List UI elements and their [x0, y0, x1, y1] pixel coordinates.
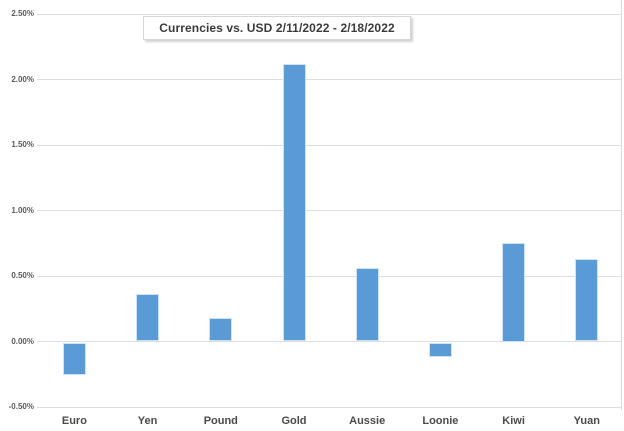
x-label-euro: Euro — [61, 415, 87, 427]
y-tick-label: 0.00% — [11, 336, 34, 346]
y-tick-label: 2.50% — [11, 9, 34, 18]
x-label-pound: Pound — [203, 415, 238, 427]
gridline-2.50% — [37, 13, 621, 15]
chart-title-box: Currencies vs. USD 2/11/2022 - 2/18/2022 — [143, 16, 411, 40]
x-label-gold: Gold — [281, 415, 307, 427]
bar-pound — [209, 317, 233, 342]
x-label-yuan: Yuan — [573, 415, 600, 427]
y-tick-label: -0.50% — [8, 402, 34, 411]
x-label-yen: Yen — [137, 415, 158, 427]
y-tick-label: 1.50% — [11, 140, 34, 149]
bar-kiwi — [502, 243, 526, 342]
bar-loonie — [428, 342, 452, 357]
x-label-aussie: Aussie — [349, 415, 386, 427]
y-tick-label: 2.00% — [11, 74, 34, 84]
bar-aussie — [355, 268, 379, 342]
x-label-kiwi: Kiwi — [502, 415, 525, 427]
y-tick-label: 1.00% — [11, 205, 34, 215]
bar-yen — [136, 294, 160, 342]
y-tick-label: 0.50% — [11, 271, 34, 280]
bar-euro — [62, 342, 86, 376]
gridline--0.50% — [37, 406, 621, 408]
gridline-2.00% — [37, 79, 621, 80]
gridline-1.50% — [37, 144, 621, 146]
chart-title: Currencies vs. USD 2/11/2022 - 2/18/2022 — [159, 21, 395, 35]
gridline-0.00% — [37, 341, 621, 342]
x-label-loonie: Loonie — [422, 415, 459, 427]
gridline-0.50% — [37, 275, 621, 277]
bar-gold — [282, 63, 306, 342]
gridline-1.00% — [37, 210, 621, 211]
plot-right-border — [621, 0, 622, 410]
bar-yuan — [575, 258, 599, 342]
